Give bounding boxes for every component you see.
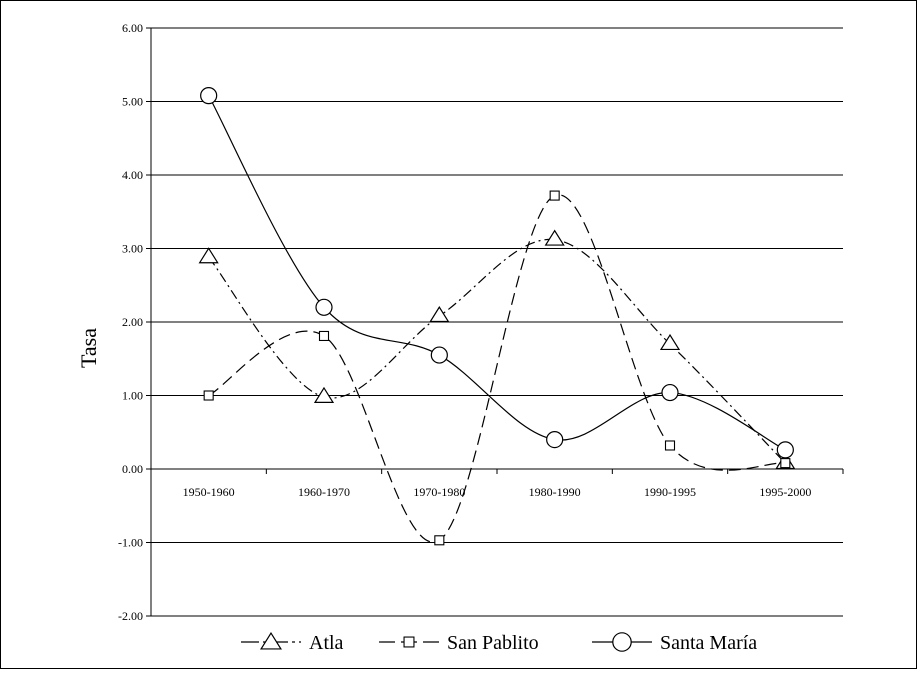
label-layer: Tasa 6.00 5.00 4.00 3.00 2.00 1.00 0.00 -1.00 -2… <box>76 21 811 623</box>
legend: Atla San Pablito Santa María <box>241 631 757 654</box>
data-point-triangle <box>544 229 565 246</box>
y-tick-label: 2.00 <box>122 315 143 329</box>
data-point-square <box>664 440 676 451</box>
legend-label: Atla <box>309 632 344 654</box>
data-point-circle <box>200 87 218 105</box>
x-tick-label: 1990-1995 <box>644 485 696 499</box>
x-tick-label: 1970-1980 <box>413 485 465 499</box>
data-point-square <box>434 535 445 546</box>
x-tick-label: 1950-1960 <box>183 485 235 499</box>
legend-label: Santa María <box>660 632 757 654</box>
legend-marker-circle <box>612 632 632 652</box>
data-point-triangle <box>313 386 335 403</box>
data-point-square <box>780 458 791 469</box>
data-point-triangle <box>429 305 450 323</box>
data-point-circle <box>430 346 448 364</box>
x-tick-label: 1960-1970 <box>298 485 350 499</box>
y-tick-label: 6.00 <box>122 21 143 35</box>
data-point-triangle <box>198 247 219 264</box>
grid-layer <box>151 27 843 617</box>
series-line-1 <box>208 239 786 464</box>
y-tick-label: 5.00 <box>122 95 143 109</box>
data-point-circle <box>776 441 794 459</box>
y-tick-label: -2.00 <box>118 609 143 623</box>
data-point-square <box>549 190 560 201</box>
y-tick-label: -1.00 <box>118 536 143 550</box>
series-layer <box>198 87 796 546</box>
data-point-circle <box>661 383 679 402</box>
y-tick-label: 4.00 <box>122 168 143 182</box>
y-tick-label: 3.00 <box>122 242 143 256</box>
legend-marker-square <box>403 636 415 648</box>
legend-marker-triangle <box>260 631 282 650</box>
axis-layer <box>146 27 844 617</box>
data-point-square <box>203 390 214 401</box>
data-point-triangle <box>659 333 681 351</box>
legend-label: San Pablito <box>447 632 539 654</box>
data-point-circle <box>315 298 333 316</box>
y-tick-label: 1.00 <box>122 389 143 403</box>
y-tick-label: 0.00 <box>122 462 143 476</box>
data-point-circle <box>546 431 564 449</box>
x-tick-label: 1995-2000 <box>759 485 811 499</box>
series-line-3 <box>208 95 786 451</box>
x-tick-label: 1980-1990 <box>529 485 581 499</box>
series-line-2 <box>208 194 786 543</box>
data-point-square <box>318 330 330 342</box>
y-axis-label: Tasa <box>76 328 101 368</box>
